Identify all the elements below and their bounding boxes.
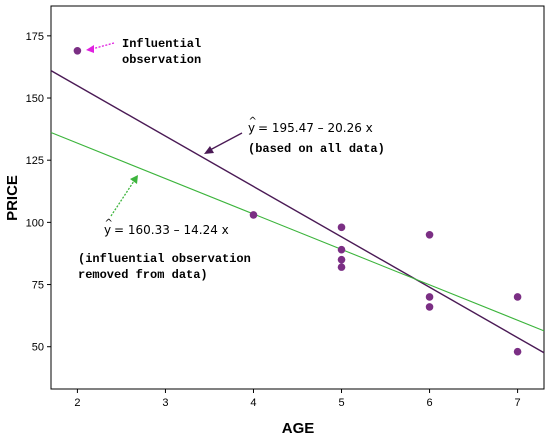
removed-formula: = 160.33 – 14.24 x — [114, 223, 229, 237]
data-point — [425, 303, 434, 311]
x-tick-label: 4 — [250, 397, 256, 409]
x-tick-label: 3 — [162, 397, 168, 409]
plot-area — [50, 5, 545, 390]
influential-arrow — [86, 42, 115, 53]
y-tick-label: 150 — [26, 93, 44, 105]
x-tick-label: 5 — [338, 397, 344, 409]
removed-yhat-symbol: y — [104, 223, 111, 237]
removed-note-line2: removed from data) — [78, 268, 208, 282]
all-data-formula: = 195.47 – 20.26 x — [258, 121, 373, 135]
data-points — [73, 46, 522, 356]
data-point — [337, 255, 346, 264]
regression-line-influential-removed — [50, 132, 545, 332]
y-tick-label: 125 — [26, 155, 44, 167]
y-tick-label: 75 — [32, 280, 44, 292]
x-tick-label: 7 — [515, 397, 521, 409]
all-data-note: (based on all data) — [248, 142, 385, 156]
all-data-arrow — [204, 132, 243, 154]
data-point — [337, 223, 346, 232]
x-axis-ticks: 2 3 4 5 6 7 — [74, 389, 521, 409]
x-tick-label: 6 — [426, 397, 432, 409]
y-axis-title: PRICE — [4, 175, 21, 221]
x-tick-label: 2 — [74, 397, 80, 409]
data-point — [513, 293, 522, 301]
data-point — [249, 211, 258, 219]
regression-lines — [50, 69, 545, 354]
all-data-hat-mark: ^ — [249, 116, 257, 127]
data-point — [337, 263, 346, 271]
removed-arrow — [110, 175, 138, 217]
data-point — [425, 293, 434, 301]
all-data-yhat-symbol: y — [248, 121, 255, 135]
data-point — [513, 347, 522, 356]
influential-label-line2: observation — [122, 53, 201, 67]
data-point — [337, 245, 346, 254]
y-tick-label: 175 — [26, 31, 44, 43]
y-tick-label: 50 — [32, 342, 44, 354]
y-tick-label: 100 — [26, 217, 44, 229]
data-point — [425, 231, 434, 239]
regression-line-all-data — [50, 69, 545, 354]
removed-hat-mark: ^ — [105, 218, 113, 229]
data-point — [73, 46, 82, 55]
removed-note-line1: (influential observation — [78, 252, 251, 266]
y-axis-ticks: 50 75 100 125 150 175 — [26, 31, 51, 354]
influential-label-line1: Influential — [122, 37, 201, 51]
x-axis-title: AGE — [282, 420, 315, 437]
